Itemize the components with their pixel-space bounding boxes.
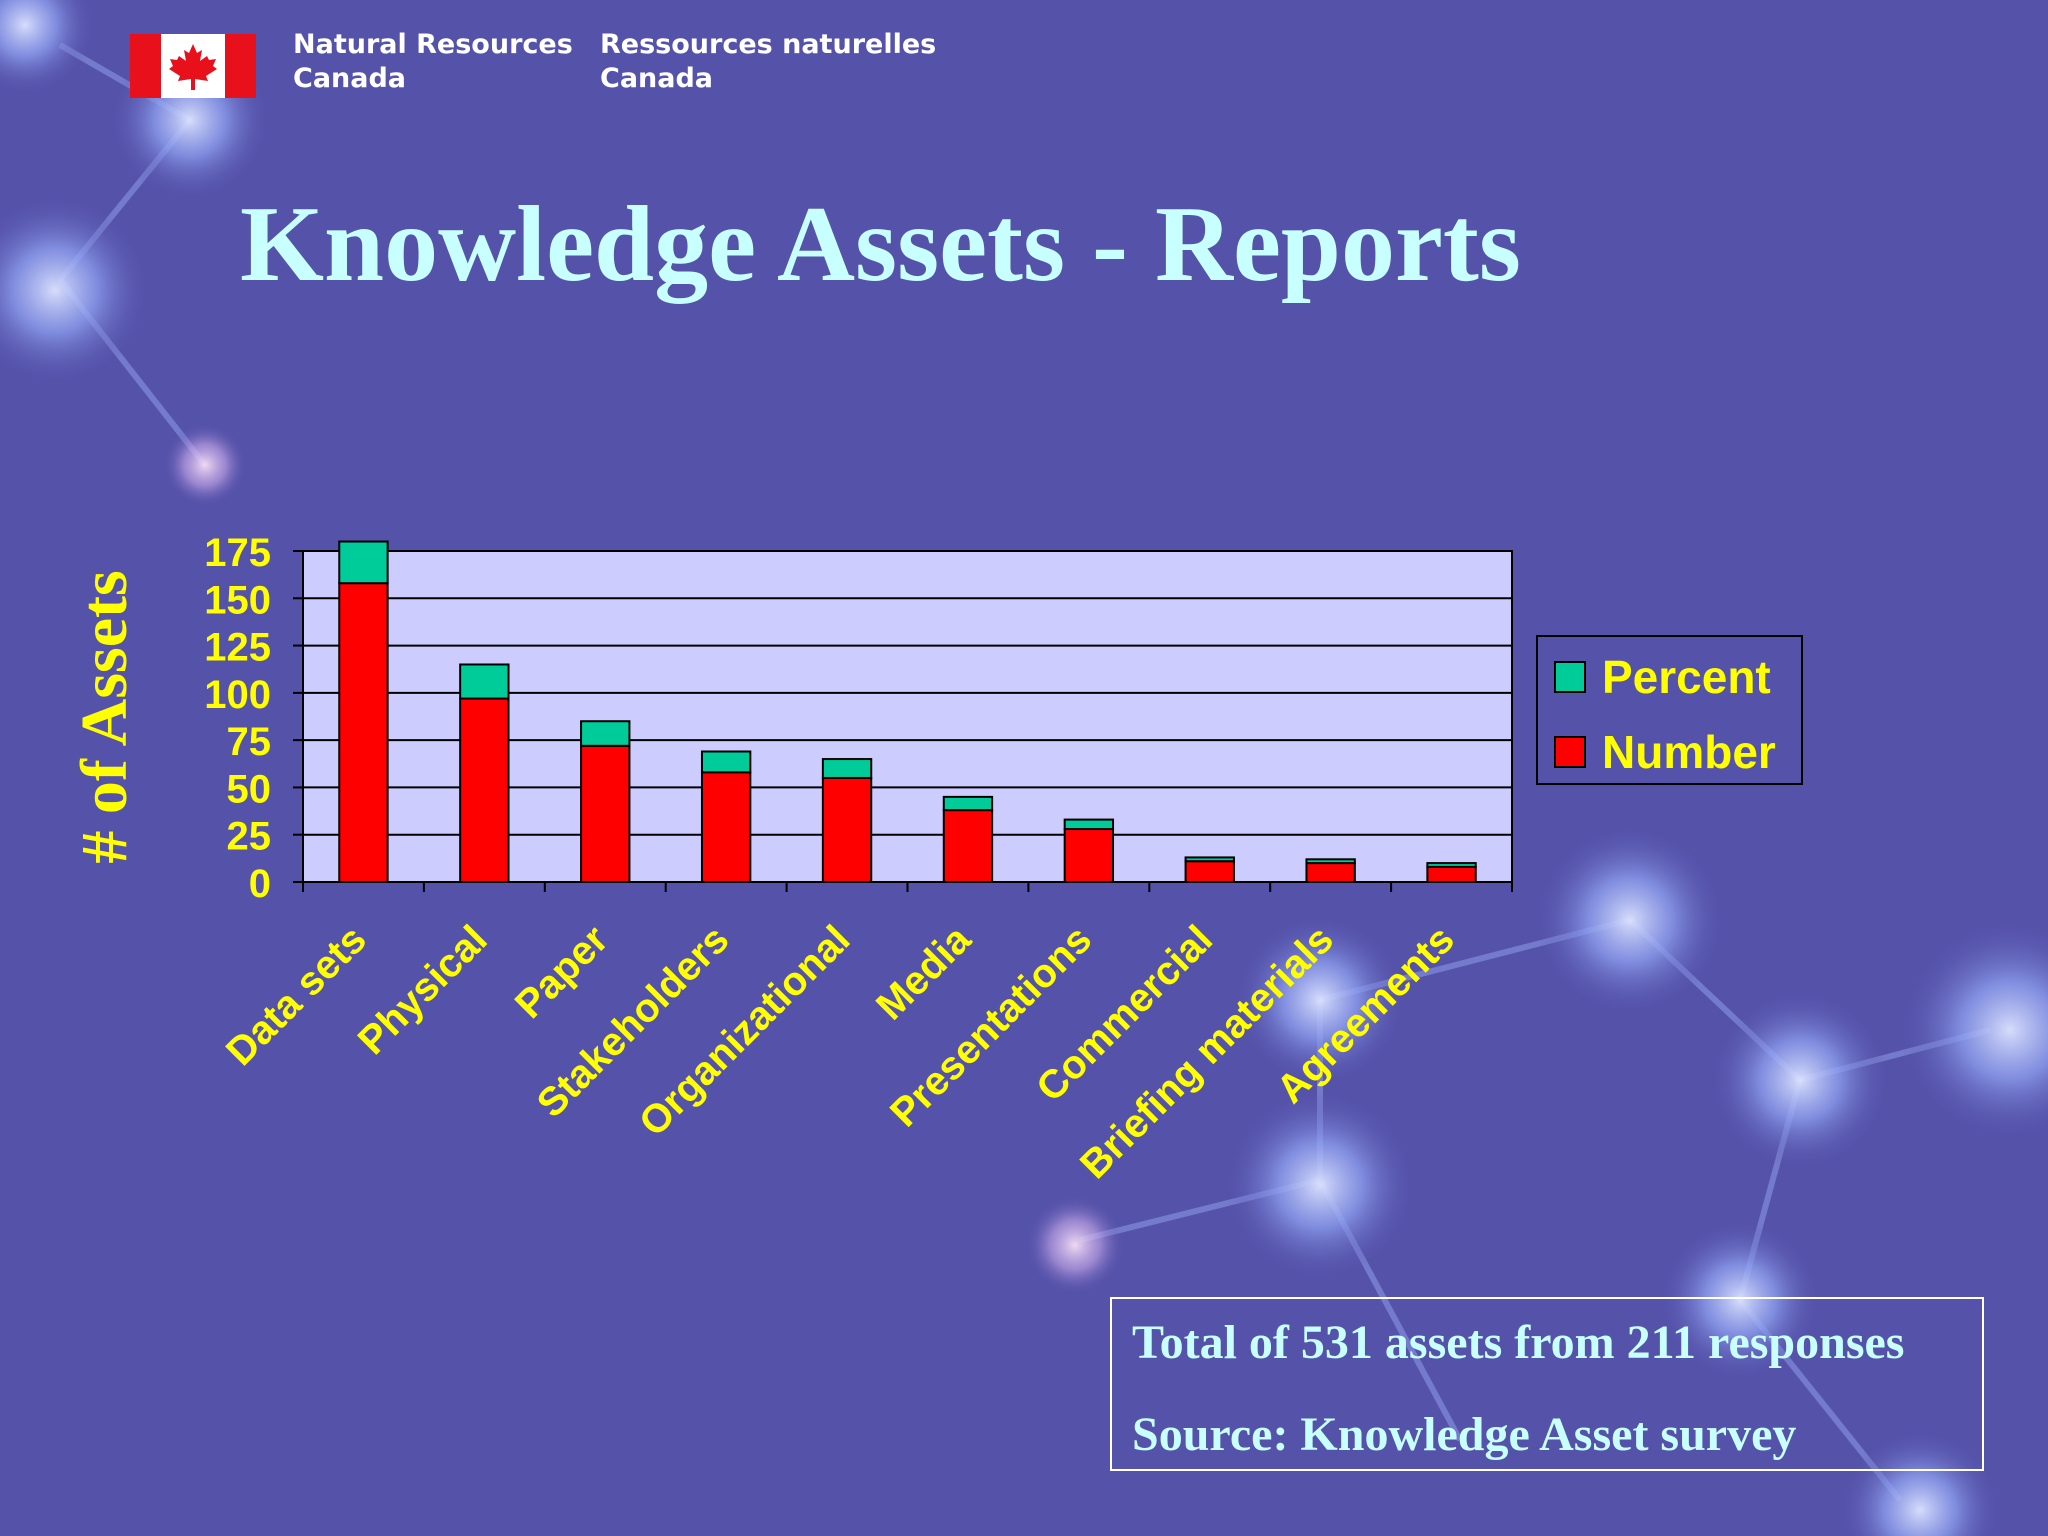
org-name-french-line1: Ressources naturelles [600, 29, 937, 60]
y-tick-label: 100 [204, 673, 271, 717]
legend-label-number: Number [1602, 726, 1776, 778]
bar-number [1063, 828, 1115, 883]
bar-number [338, 582, 389, 883]
legend-swatch-number [1554, 736, 1586, 768]
bar-percent [942, 795, 994, 812]
bar-number [1426, 865, 1477, 884]
org-name-english-line2: Canada [293, 63, 407, 94]
bar-percent [1063, 818, 1115, 831]
legend-swatch-percent [1554, 661, 1586, 693]
canada-flag-icon [130, 34, 256, 98]
org-name-french-line2: Canada [600, 63, 714, 94]
y-tick-label: 50 [227, 767, 272, 811]
bar-number [580, 744, 631, 883]
bar-number [459, 697, 510, 883]
bar-percent [338, 540, 389, 585]
bar-percent [700, 750, 752, 774]
bar-percent [821, 758, 873, 779]
bar-number [942, 809, 994, 884]
org-name-english: Natural Resources Canada [293, 28, 573, 96]
bar-percent [1184, 856, 1235, 863]
bar-number [821, 776, 873, 884]
y-tick-label: 75 [227, 720, 272, 764]
y-tick-label: 25 [227, 815, 272, 859]
x-category-label: Paper [507, 917, 617, 1027]
legend-label-percent: Percent [1602, 651, 1771, 703]
bar-number [1305, 862, 1356, 883]
info-source-text: Source: Knowledge Asset survey [1132, 1408, 1797, 1461]
bar-percent [1426, 862, 1477, 868]
legend: Percent Number [1536, 635, 1803, 785]
x-category-label: Data sets [218, 917, 375, 1074]
y-tick-label: 0 [249, 862, 271, 906]
bar-percent [459, 663, 510, 700]
bar-percent [580, 720, 631, 747]
y-axis-label: # of Assets [68, 570, 141, 863]
bars-group [338, 540, 1477, 884]
legend-box [1536, 635, 1803, 785]
x-category-label: Physical [350, 917, 496, 1063]
x-category-label: Organizational [631, 917, 859, 1145]
y-tick-label: 125 [204, 626, 271, 670]
org-name-english-line1: Natural Resources [293, 29, 573, 60]
x-category-label: Media [868, 917, 980, 1029]
info-total-text: Total of 531 assets from 211 responses [1132, 1316, 1905, 1369]
y-tick-label: 175 [204, 531, 271, 575]
y-tick-label: 150 [204, 578, 271, 622]
info-box: Total of 531 assets from 211 responses S… [1110, 1297, 1984, 1471]
bar-number [1184, 860, 1235, 883]
org-name-french: Ressources naturelles Canada [600, 28, 936, 96]
bar-percent [1305, 858, 1356, 865]
slide-title: Knowledge Assets - Reports [240, 185, 1521, 304]
bar-number [700, 771, 752, 883]
